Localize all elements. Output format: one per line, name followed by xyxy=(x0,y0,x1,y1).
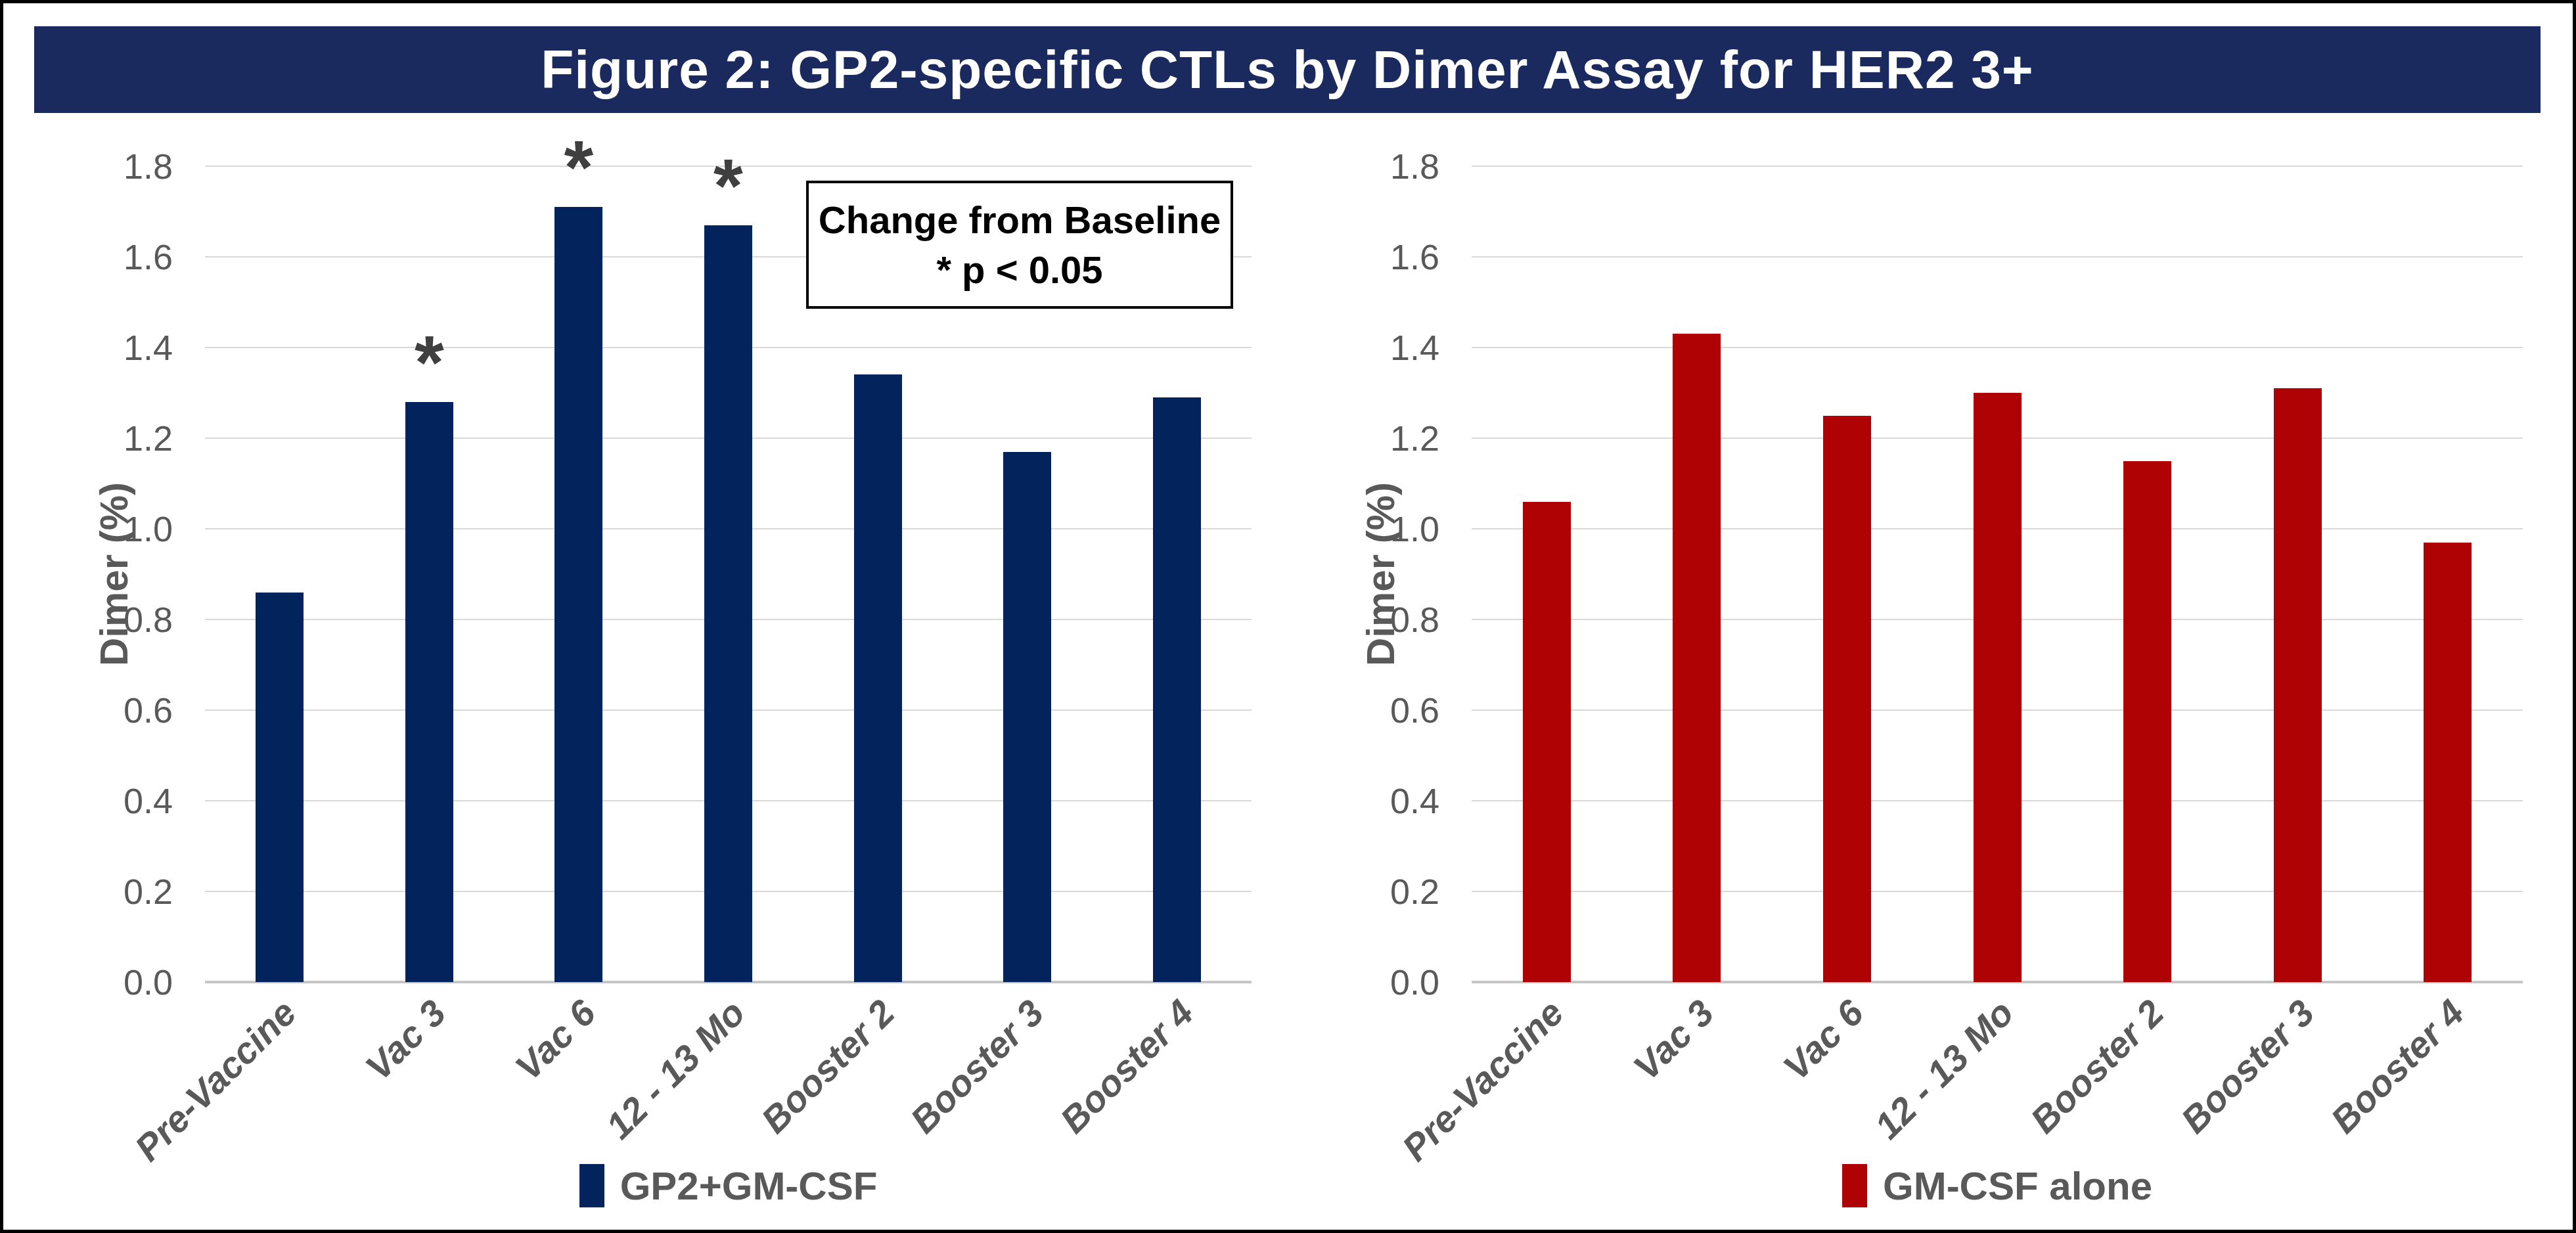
annotation-line-1: Change from Baseline xyxy=(819,197,1221,243)
bar-booster-2 xyxy=(2123,461,2171,983)
gridline xyxy=(1472,166,2523,167)
x-axis-category-label: Booster 4 xyxy=(2322,991,2473,1142)
gridline xyxy=(1472,256,2523,258)
y-axis-tick-label: 0.2 xyxy=(1295,870,1439,912)
bar-pre-vaccine xyxy=(1523,502,1571,982)
y-axis-title: Dimer (%) xyxy=(1358,482,1403,666)
gridline xyxy=(1472,347,2523,348)
y-axis-tick-label: 0.6 xyxy=(1295,689,1439,731)
y-axis-tick-label: 1.2 xyxy=(1295,417,1439,459)
y-axis-tick-label: 0.0 xyxy=(1295,961,1439,1003)
bar-booster-4 xyxy=(2424,543,2472,982)
right-chart-gm-csf-alone: 0.00.20.40.60.81.01.21.41.61.8Pre-Vaccin… xyxy=(3,3,2573,1230)
bar-booster-3 xyxy=(2274,388,2322,982)
figure-panel: Figure 2: GP2-specific CTLs by Dimer Ass… xyxy=(0,0,2576,1233)
bar-12-13-mo xyxy=(1974,393,2022,982)
legend-marker xyxy=(1842,1164,1867,1207)
significance-annotation-box: Change from Baseline * p < 0.05 xyxy=(806,181,1233,309)
y-axis-tick-label: 1.6 xyxy=(1295,236,1439,278)
x-axis-category-label: Booster 2 xyxy=(2022,991,2173,1142)
x-axis-category-label: Vac 6 xyxy=(1774,991,1872,1088)
annotation-line-2: * p < 0.05 xyxy=(936,247,1102,293)
bar-vac-3 xyxy=(1673,334,1721,982)
x-axis-category-label: Booster 3 xyxy=(2173,991,2323,1142)
x-axis-category-label: Vac 3 xyxy=(1625,991,1722,1088)
legend-label: GM-CSF alone xyxy=(1883,1163,2152,1209)
y-axis-tick-label: 0.4 xyxy=(1295,780,1439,822)
legend: GM-CSF alone xyxy=(1472,1158,2523,1213)
x-axis-category-label: 12 - 13 Mo xyxy=(1866,991,2022,1147)
y-axis-tick-label: 1.8 xyxy=(1295,145,1439,187)
y-axis-tick-label: 1.4 xyxy=(1295,326,1439,369)
bar-vac-6 xyxy=(1823,416,1871,983)
x-axis-category-label: Pre-Vaccine xyxy=(1393,991,1571,1169)
